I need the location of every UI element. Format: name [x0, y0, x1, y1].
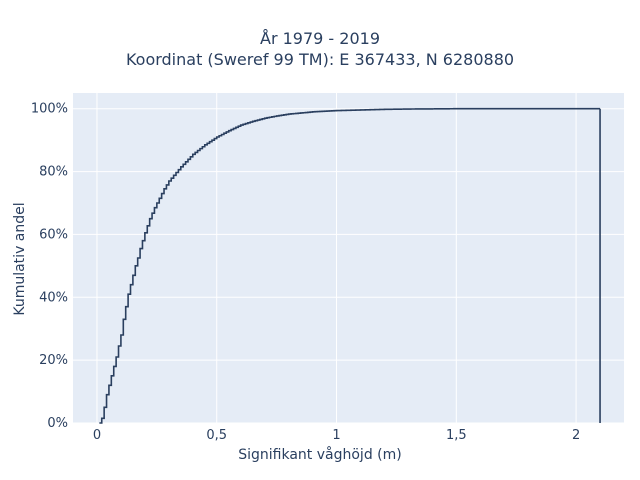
y-tick-label: 100% — [31, 102, 68, 117]
series-line — [99, 107, 601, 424]
x-tick-label: 0,5 — [206, 428, 227, 443]
x-tick-label: 2 — [572, 428, 580, 443]
x-tick-label: 1,5 — [446, 428, 467, 443]
y-tick-label: 20% — [39, 353, 68, 368]
y-tick-label: 0% — [47, 416, 68, 431]
x-tick-label: 0 — [93, 428, 101, 443]
chart-title: År 1979 - 2019 — [260, 29, 380, 48]
x-tick-label: 1 — [332, 428, 340, 443]
x-axis-label: Signifikant våghöjd (m) — [238, 447, 402, 463]
y-tick-label: 40% — [39, 290, 68, 305]
plot-background — [73, 93, 624, 423]
y-tick-label: 60% — [39, 227, 68, 242]
grid — [73, 93, 624, 424]
tick-labels: 0 0,5 1 1,5 20%20%40%60%80%100% — [31, 102, 580, 443]
y-axis-label: Kumulativ andel — [12, 202, 28, 316]
y-tick-label: 80% — [39, 165, 68, 180]
chart-subtitle: Koordinat (Sweref 99 TM): E 367433, N 62… — [125, 50, 515, 69]
